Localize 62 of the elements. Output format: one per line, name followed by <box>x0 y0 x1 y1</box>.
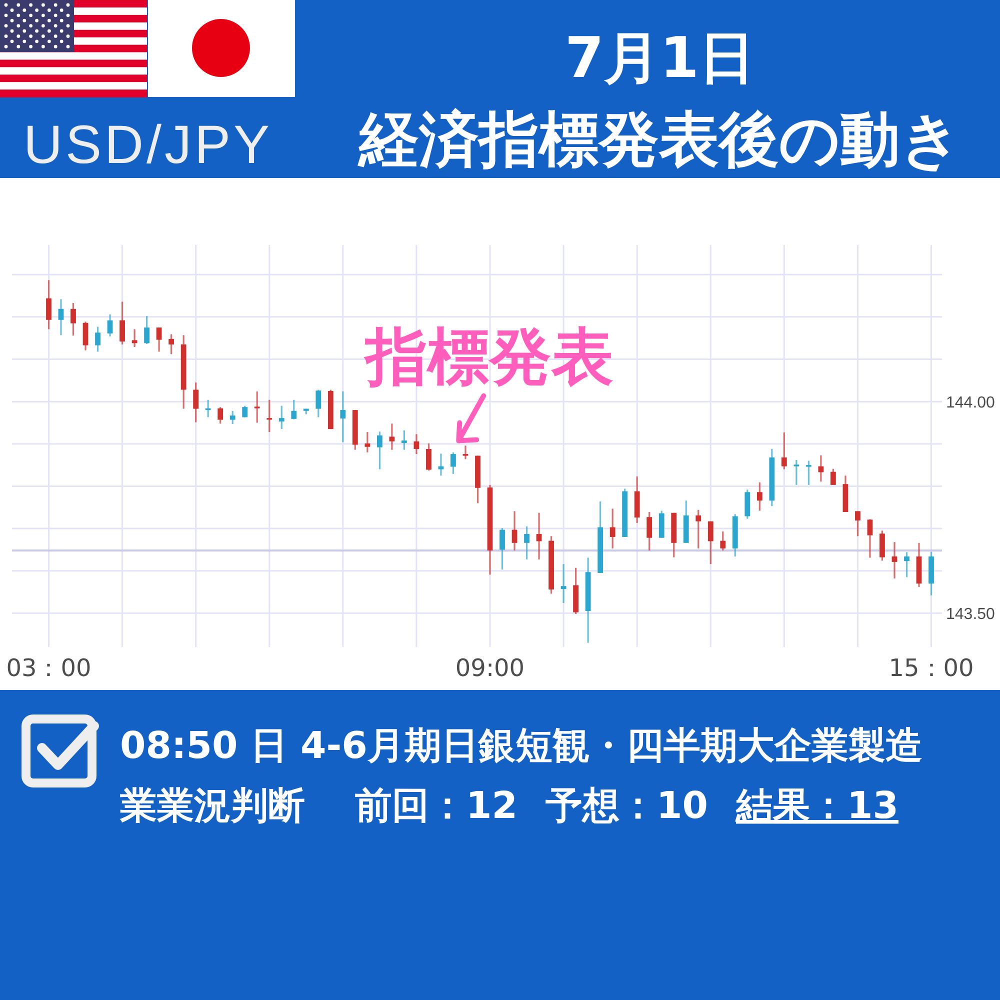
candlestick <box>193 382 199 424</box>
candlestick <box>82 320 88 352</box>
candlestick <box>46 279 52 330</box>
candlestick <box>414 433 420 455</box>
candlestick <box>696 509 702 550</box>
candlestick <box>364 431 370 454</box>
text: 08:50 日 4-6月期日銀短観・四半期大企業製造 <box>120 724 922 767</box>
candlestick <box>107 314 113 338</box>
candlestick <box>95 326 100 352</box>
x-tick-label: 09:00 <box>455 654 525 682</box>
candlestick <box>168 333 174 355</box>
candlestick <box>376 430 382 470</box>
candlestick <box>708 520 714 565</box>
y-tick-label: 144.00 <box>946 394 996 412</box>
candlestick <box>426 442 432 472</box>
candlestick <box>646 511 652 552</box>
candlestick <box>781 432 787 470</box>
y-tick-label: 143.50 <box>946 606 996 624</box>
candlestick <box>218 406 224 424</box>
candlestick <box>340 390 346 443</box>
candlestick <box>560 563 566 604</box>
candlestick <box>867 518 873 559</box>
text: 予想：10 <box>546 784 708 827</box>
candlestick <box>880 530 885 562</box>
candlestick <box>266 399 272 433</box>
candlestick <box>524 526 530 560</box>
candlestick <box>58 298 64 336</box>
candlestick <box>892 541 898 580</box>
candlestick <box>536 512 542 560</box>
x-tick-label: 03：00 <box>6 654 92 682</box>
candlestick <box>132 328 138 348</box>
candlestick <box>818 454 824 482</box>
text: 結果：13 <box>735 784 898 827</box>
candlestick <box>756 482 762 512</box>
text: USD/JPY <box>23 115 273 175</box>
candlestick <box>855 510 860 537</box>
candlestick <box>500 527 505 570</box>
candlestick <box>794 459 800 486</box>
candlestick <box>450 452 456 475</box>
annotation: 指標発表 <box>364 320 614 393</box>
candlestick <box>830 468 836 486</box>
text: 業業況判断 <box>119 784 305 827</box>
candlestick <box>120 300 125 346</box>
candlestick <box>402 430 407 451</box>
candlestick <box>438 452 444 476</box>
chart-title: 7月1日 <box>565 26 755 91</box>
candlestick <box>291 399 297 420</box>
chart-subtitle: 経済指標発表後の動き <box>357 105 961 175</box>
text: 前回：12 <box>355 784 518 827</box>
candlestick <box>389 422 395 451</box>
candlestick <box>316 388 322 418</box>
candlestick <box>230 410 236 425</box>
candlestick <box>904 551 910 578</box>
candlestick <box>278 405 284 430</box>
candlestick <box>512 510 518 552</box>
x-tick-label: 15：00 <box>888 654 974 682</box>
candlestick <box>156 326 162 352</box>
candlestick <box>610 508 616 550</box>
candlestick <box>254 390 260 424</box>
candlestick <box>720 530 726 552</box>
candlestick <box>70 302 76 336</box>
candlestick <box>144 315 150 345</box>
